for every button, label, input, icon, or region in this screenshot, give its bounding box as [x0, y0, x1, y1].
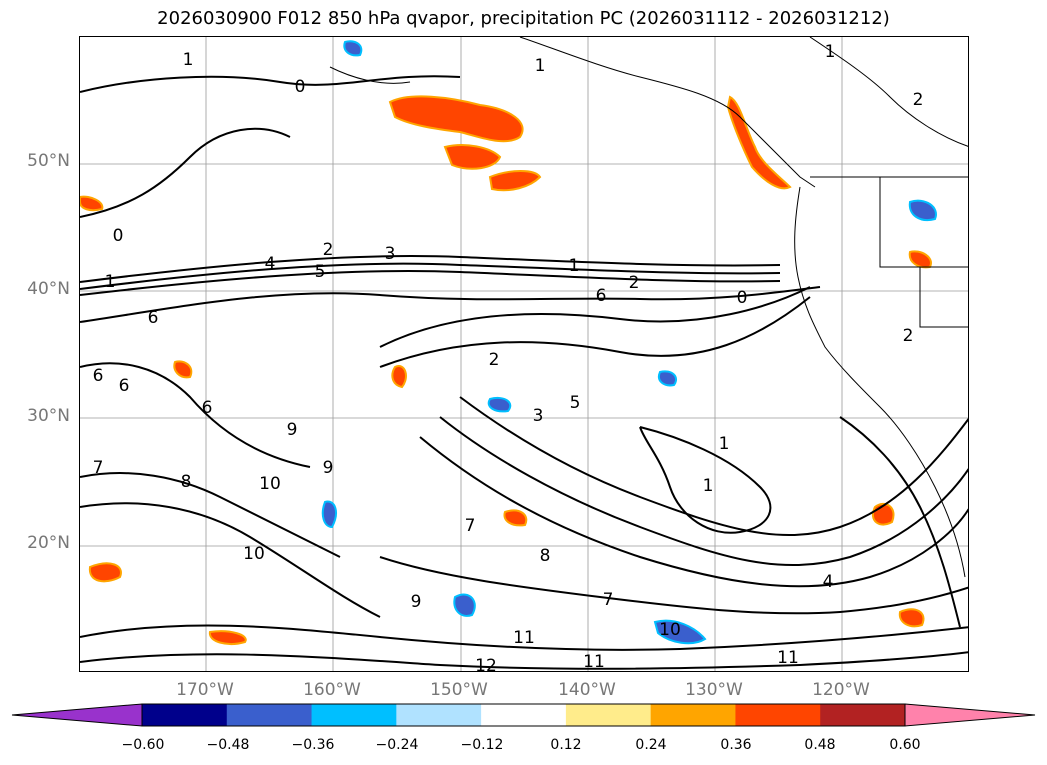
colorbar-tick: −0.48 — [206, 737, 250, 753]
contour-label: 9 — [411, 592, 422, 612]
contour-label: 10 — [659, 620, 681, 640]
contour-label: 1 — [703, 476, 714, 496]
colorbar-segment — [311, 704, 397, 726]
colorbar-extend-min — [11, 703, 143, 727]
contour-label: 7 — [603, 590, 614, 610]
contour-label: 1 — [105, 272, 116, 292]
colorbar-segment — [565, 704, 652, 726]
contour-label: 7 — [465, 516, 476, 536]
contour-lines — [80, 75, 968, 670]
lon-label-120w: 120°W — [812, 680, 870, 700]
colorbar-segment — [396, 704, 482, 726]
colorbar-segment — [226, 704, 313, 726]
colorbar-tick: −0.36 — [291, 737, 335, 753]
colorbar — [11, 703, 1036, 727]
contour-label: 7 — [93, 458, 104, 478]
map-svg: 1 0 1 1 2 0 1 2 4 5 3 1 6 2 0 6 6 6 2 3 … — [80, 37, 968, 672]
contour-label: 12 — [475, 656, 497, 672]
contour-label: 0 — [737, 288, 748, 308]
contour-label: 2 — [629, 273, 640, 293]
contour-label: 3 — [385, 244, 396, 264]
colorbar-segment — [142, 704, 228, 726]
lat-label-50n: 50°N — [27, 151, 70, 171]
colorbar-tick: −0.60 — [121, 737, 165, 753]
contour-label: 9 — [287, 420, 298, 440]
contour-label-group: 1 0 1 1 2 0 1 2 4 5 3 1 6 2 0 6 6 6 2 3 … — [93, 42, 924, 672]
contour-label: 6 — [202, 398, 213, 418]
contour-label: 2 — [913, 90, 924, 110]
contour-label: 6 — [148, 308, 159, 328]
contour-label: 11 — [777, 648, 799, 668]
contour-label: 1 — [719, 434, 730, 454]
contour-label: 2 — [903, 326, 914, 346]
contour-label: 1 — [569, 256, 580, 276]
lat-label-40n: 40°N — [27, 279, 70, 299]
contour-label: 6 — [93, 366, 104, 386]
contour-label: 5 — [570, 393, 581, 413]
contour-label: 2 — [323, 240, 334, 260]
contour-label: 1 — [535, 56, 546, 76]
contour-label: 11 — [513, 628, 535, 648]
contour-label: 1 — [825, 42, 836, 62]
lon-label-160w: 160°W — [303, 680, 361, 700]
colorbar-tick: 0.12 — [550, 737, 582, 753]
colorbar-tick: 0.60 — [889, 737, 921, 753]
contour-label: 10 — [259, 474, 281, 494]
contour-label: 2 — [489, 350, 500, 370]
contour-label: 6 — [119, 376, 130, 396]
colorbar-tick: 0.36 — [720, 737, 752, 753]
lon-label-130w: 130°W — [685, 680, 743, 700]
contour-label: 8 — [540, 546, 551, 566]
contour-label: 3 — [533, 406, 544, 426]
contour-label: 4 — [823, 572, 834, 592]
lat-label-20n: 20°N — [27, 533, 70, 553]
lon-label-150w: 150°W — [430, 680, 488, 700]
colorbar-extend-max — [904, 703, 1036, 727]
lon-label-170w: 170°W — [176, 680, 234, 700]
colorbar-tick: 0.24 — [635, 737, 667, 753]
colorbar-outline — [141, 703, 906, 727]
contour-label: 4 — [265, 254, 276, 274]
colorbar-tick: 0.48 — [804, 737, 836, 753]
contour-label: 8 — [181, 472, 192, 492]
colorbar-tick: −0.12 — [460, 737, 504, 753]
contour-label: 5 — [315, 262, 326, 282]
map-canvas: 1 0 1 1 2 0 1 2 4 5 3 1 6 2 0 6 6 6 2 3 … — [79, 36, 969, 672]
contour-label: 0 — [295, 77, 306, 97]
colorbar-segment — [820, 704, 906, 726]
contour-label: 0 — [113, 226, 124, 246]
colorbar-segment — [650, 704, 736, 726]
colorbar-tick: −0.24 — [375, 737, 419, 753]
contour-label: 11 — [583, 652, 605, 672]
contour-label: 1 — [183, 50, 194, 70]
graticule — [80, 37, 968, 671]
contour-label: 6 — [596, 286, 607, 306]
lon-label-140w: 140°W — [558, 680, 616, 700]
colorbar-segments — [11, 703, 1036, 727]
contour-label: 10 — [243, 544, 265, 564]
coastlines — [329, 37, 968, 578]
contour-label: 9 — [323, 458, 334, 478]
colorbar-segment — [735, 704, 821, 726]
map-title: 2026030900 F012 850 hPa qvapor, precipit… — [157, 8, 890, 29]
lat-label-30n: 30°N — [27, 406, 70, 426]
colorbar-segment — [481, 704, 567, 726]
